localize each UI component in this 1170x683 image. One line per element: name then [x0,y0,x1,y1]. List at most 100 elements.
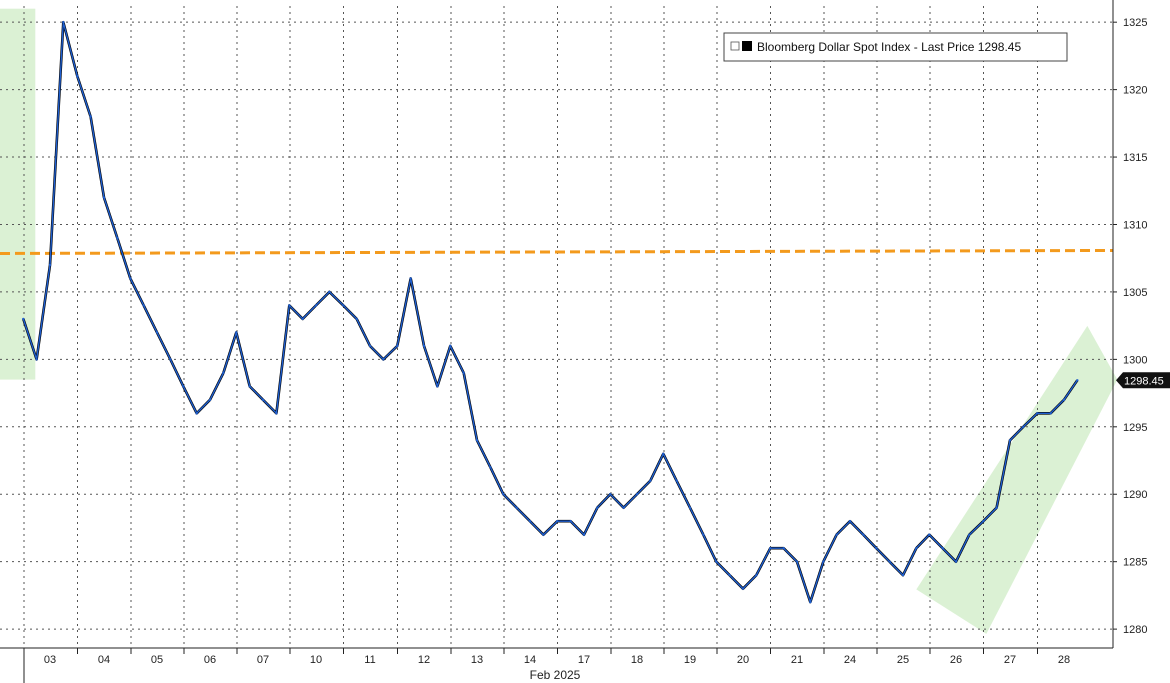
series-point-0-72 [982,520,985,523]
series-point-0-0 [22,317,25,321]
series-point-0-36 [502,493,505,496]
series-point-0-18 [261,398,265,402]
y-tick-label: 1300 [1123,354,1147,366]
y-tick-label: 1310 [1123,219,1147,231]
last-price-badge-shape [1116,372,1170,389]
highlight-channel-1 [916,325,1118,634]
reference-line [0,248,1114,255]
series-point-0-11 [169,358,172,361]
series-point-0-43 [596,506,599,509]
series-point-0-47 [649,479,652,482]
series-point-0-78 [1062,398,1066,402]
x-tick-label: 04 [98,654,110,666]
series-point-0-16 [235,331,238,334]
series-point-0-12 [182,385,185,388]
series-point-0-62 [848,520,852,523]
series-point-0-56 [769,546,772,550]
x-tick-label: 05 [151,654,163,666]
series-point-0-40 [556,520,559,523]
series-point-0-50 [688,506,692,509]
series-point-0-57 [782,546,785,550]
highlight-layer [0,8,1118,634]
x-tick-label: 24 [844,654,856,666]
x-tick-label: 25 [897,654,909,666]
series-point-0-19 [275,412,278,415]
series-point-0-60 [822,560,825,563]
x-tick-label: 11 [364,654,375,666]
x-tick-label: 18 [631,654,643,666]
x-tick-label: 28 [1058,654,1070,666]
series-point-0-29 [409,277,412,280]
x-tick-label: 17 [578,654,590,666]
y-tick-label: 1320 [1123,85,1147,97]
x-tick-label: 13 [471,654,483,666]
series-point-0-1 [35,358,38,361]
legend-expand-icon [730,41,740,51]
series-point-0-3 [62,20,65,24]
series-point-0-59 [809,600,812,604]
series-point-0-35 [489,466,492,469]
series-point-0-42 [582,533,586,536]
series-point-0-24 [342,304,345,307]
series-point-0-38 [528,520,532,523]
legend: Bloomberg Dollar Spot Index - Last Price… [723,32,1068,62]
series-point-0-79 [1076,379,1079,382]
highlight-region-0 [0,8,36,380]
series-point-0-65 [888,560,891,563]
series-point-0-69 [941,546,944,550]
series-point-0-4 [76,74,79,78]
series-point-0-75 [1022,425,1025,429]
x-tick-label: 27 [1004,654,1016,666]
series-point-0-21 [301,317,304,321]
series-point-0-6 [102,196,106,199]
series-point-0-31 [436,385,439,388]
series-point-0-32 [449,344,452,348]
series-point-0-14 [208,398,212,402]
x-tick-label: 07 [257,654,269,666]
legend-swatch-icon [742,41,752,51]
series-point-0-39 [542,533,545,536]
series-point-0-8 [129,277,132,280]
series-point-0-22 [314,304,318,307]
last-price-badge: 1298.45 [1116,372,1170,389]
y-tick-label: 1325 [1123,17,1147,29]
series-layer [22,20,1079,604]
series-point-0-49 [675,479,678,482]
series-point-0-17 [248,385,251,388]
grid-layer [0,6,1113,648]
series-point-0-7 [116,236,119,240]
series-point-0-9 [142,304,145,307]
x-tick-label: 21 [791,654,803,666]
y-tick-label: 1285 [1123,557,1147,569]
series-point-0-44 [609,493,612,496]
series-point-0-23 [328,290,331,294]
series-line-outline-0 [22,20,1079,604]
series-point-0-55 [755,573,758,577]
series-point-0-67 [915,546,918,550]
x-tick-label: 03 [44,654,56,666]
series-point-0-10 [155,331,159,334]
series-point-0-77 [1049,412,1052,415]
x-tick-label: 26 [950,654,962,666]
y-tick-label: 1280 [1123,624,1147,636]
series-point-0-63 [862,533,865,536]
y-tick-label: 1295 [1123,422,1147,434]
series-point-0-13 [195,412,198,415]
y-tick-label: 1305 [1123,287,1147,299]
series-point-0-51 [702,533,705,536]
reference-line-layer [0,248,1114,255]
series-point-0-46 [635,493,639,496]
series-point-0-27 [382,358,385,361]
x-tick-label: 14 [524,654,536,666]
series-point-0-73 [995,506,998,509]
x-tick-label: 10 [310,654,322,666]
y-tick-label: 1290 [1123,489,1147,501]
series-point-0-30 [422,344,426,348]
series-point-0-71 [968,533,971,536]
x-tick-label: 06 [204,654,216,666]
x-tick-label: 12 [418,654,430,666]
series-point-0-37 [515,506,518,509]
series-point-0-64 [875,546,878,550]
series-point-0-20 [288,304,291,307]
